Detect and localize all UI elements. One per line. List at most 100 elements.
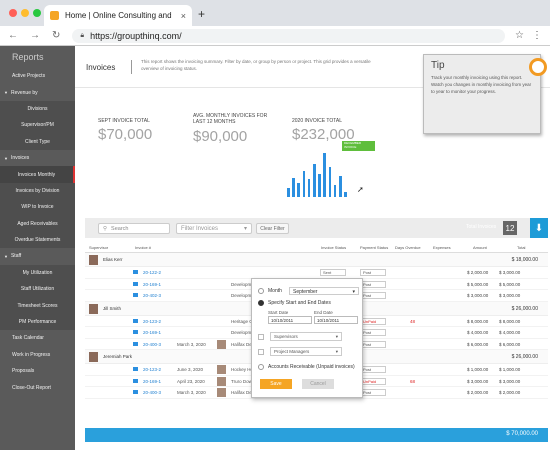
chart-bar[interactable]	[328, 167, 332, 197]
invoice-file-icon[interactable]	[133, 378, 138, 383]
chart-bar[interactable]	[344, 191, 347, 197]
payment-status-select[interactable]: Post	[360, 366, 386, 373]
forward-arrow-icon[interactable]: →	[30, 30, 40, 41]
invoice-file-icon[interactable]	[133, 341, 138, 346]
invoice-number-link[interactable]: 20-400-3	[143, 341, 162, 347]
supervisors-dropdown[interactable]: Supervisors ▾	[270, 332, 342, 341]
close-window-button[interactable]	[9, 9, 17, 17]
chart-bar[interactable]	[318, 174, 321, 197]
supervisor-group-row[interactable]: Elias Kerr $ 18,000.00	[85, 253, 548, 267]
col-total[interactable]: Total	[517, 245, 526, 250]
invoice-file-icon[interactable]	[133, 367, 138, 371]
project-managers-checkbox[interactable]	[258, 349, 264, 355]
cancel-button[interactable]: Cancel	[302, 379, 334, 389]
sidebar-item[interactable]: PM Performance	[0, 313, 75, 331]
col-expenses[interactable]: Expenses	[433, 245, 451, 250]
back-arrow-icon[interactable]: ←	[8, 30, 18, 41]
ar-radio[interactable]	[258, 364, 264, 370]
invoice-file-icon[interactable]	[133, 390, 138, 394]
col-days-overdue[interactable]: Days Overdue	[395, 245, 421, 250]
chart-bar[interactable]	[323, 153, 326, 197]
col-invoice-number[interactable]: Invoice #	[135, 245, 152, 250]
maximize-window-button[interactable]	[33, 9, 41, 17]
invoice-number-link[interactable]: 20-169-1	[143, 378, 162, 384]
new-tab-button[interactable]: +	[198, 7, 206, 21]
sidebar-item[interactable]: WIP to Invoice	[0, 199, 75, 216]
date-range-radio[interactable]	[258, 300, 264, 306]
invoice-number-link[interactable]: 20-122-2	[143, 270, 162, 275]
tip-toggle-icon[interactable]	[529, 58, 547, 76]
date-range-option[interactable]: Specify Start and End Dates	[258, 300, 331, 306]
sidebar-item[interactable]: Active Projects	[0, 68, 75, 84]
sidebar-item[interactable]: Divisions	[0, 100, 75, 118]
ar-option[interactable]: Accounts Receivable (Unpaid invoices)	[258, 364, 355, 370]
invoice-file-icon[interactable]	[133, 330, 138, 334]
payment-status-select[interactable]: Post	[360, 269, 386, 276]
sidebar-item[interactable]: Supervisor/PM	[0, 117, 75, 134]
download-icon[interactable]: ⬇	[530, 218, 548, 238]
payment-status-select[interactable]: Post	[360, 280, 386, 288]
sidebar-item[interactable]: Timesheet Scores	[0, 297, 75, 314]
sidebar-item[interactable]: Client Type	[0, 133, 75, 150]
bookmark-star-icon[interactable]: ☆	[515, 30, 524, 41]
search-input[interactable]: ⚲ Search	[98, 223, 170, 234]
invoice-file-icon[interactable]	[133, 281, 138, 286]
browser-menu-icon[interactable]: ⋮	[532, 30, 542, 41]
payment-status-select[interactable]: UnPaid	[360, 377, 386, 385]
invoice-number-link[interactable]: 20-169-1	[143, 281, 162, 287]
sidebar-item[interactable]: Staff Utilization	[0, 281, 75, 298]
payment-status-select[interactable]: Post	[360, 340, 386, 348]
invoice-file-icon[interactable]	[133, 293, 138, 297]
payment-status-select[interactable]: Post	[360, 329, 386, 336]
chart-bar[interactable]	[333, 184, 337, 197]
col-amount[interactable]: Amount	[473, 245, 487, 250]
col-invoice-status[interactable]: Invoice Status	[321, 245, 347, 250]
sidebar-item[interactable]: Invoices by Division	[0, 182, 75, 200]
sidebar-item[interactable]: Invoices Monthly	[0, 166, 75, 183]
sidebar-item[interactable]: My Utilization	[0, 264, 75, 282]
payment-status-select[interactable]: UnPaid	[360, 317, 386, 325]
sidebar-item[interactable]: Proposals	[0, 363, 75, 379]
payment-status-select[interactable]: Post	[360, 292, 386, 299]
col-supervisor[interactable]: Supervisor	[89, 245, 109, 250]
chart-bar[interactable]	[287, 188, 290, 197]
reload-icon[interactable]: ↻	[52, 30, 61, 41]
filter-invoices-dropdown[interactable]: Filter Invoices ▾	[176, 223, 252, 234]
invoice-number-link[interactable]: 20-400-3	[143, 390, 162, 395]
sidebar-item[interactable]: ▼ Revenue by	[0, 84, 75, 100]
invoice-number-link[interactable]: 20-123-2	[143, 318, 162, 324]
chart-bar[interactable]	[307, 179, 311, 197]
sidebar-item[interactable]: Work in Progress	[0, 347, 75, 363]
sidebar-item[interactable]: Overdue Statements	[0, 231, 75, 249]
chart-bar[interactable]	[313, 163, 316, 197]
sidebar-item[interactable]: ▼ Invoices	[0, 150, 75, 166]
sidebar-item[interactable]: Aged Receivables	[0, 215, 75, 232]
browser-tab[interactable]: Home | Online Consulting and ×	[44, 5, 192, 26]
save-button[interactable]: Save	[260, 379, 292, 389]
chart-bar[interactable]	[339, 175, 342, 197]
chart-bar[interactable]	[302, 170, 306, 197]
project-managers-dropdown[interactable]: Project Managers ▾	[270, 347, 342, 356]
sidebar-item[interactable]: ▼ Staff	[0, 248, 75, 264]
payment-status-select[interactable]: Post	[360, 389, 386, 396]
invoice-number-link[interactable]: 20-402-3	[143, 293, 162, 298]
tab-close-icon[interactable]: ×	[180, 10, 186, 21]
end-date-input[interactable]: 10/10/2011	[314, 316, 358, 324]
sidebar-item[interactable]: Task Calendar	[0, 330, 75, 346]
clear-filter-button[interactable]: Clear Filter	[256, 223, 289, 234]
chart-bar[interactable]	[297, 182, 300, 197]
col-payment-status[interactable]: Payment Status	[360, 245, 389, 250]
month-radio[interactable]	[258, 288, 264, 294]
month-option[interactable]: Month	[258, 288, 282, 294]
invoice-file-icon[interactable]	[133, 318, 138, 323]
table-row[interactable]: 20-122-2 Sent Post $ 2,000.00 $ 3,000.00	[85, 267, 548, 279]
invoice-number-link[interactable]: 20-169-1	[143, 330, 162, 335]
start-date-input[interactable]: 10/10/2011	[268, 316, 312, 324]
invoice-file-icon[interactable]	[133, 270, 138, 274]
address-bar[interactable]: 🔒︎ https://groupthinq.com/	[72, 28, 506, 43]
minimize-window-button[interactable]	[21, 9, 29, 17]
supervisors-checkbox[interactable]	[258, 334, 264, 340]
invoice-number-link[interactable]: 20-123-2	[143, 367, 162, 372]
chart-bar[interactable]	[292, 177, 295, 197]
month-select[interactable]: September ▾	[289, 287, 359, 295]
